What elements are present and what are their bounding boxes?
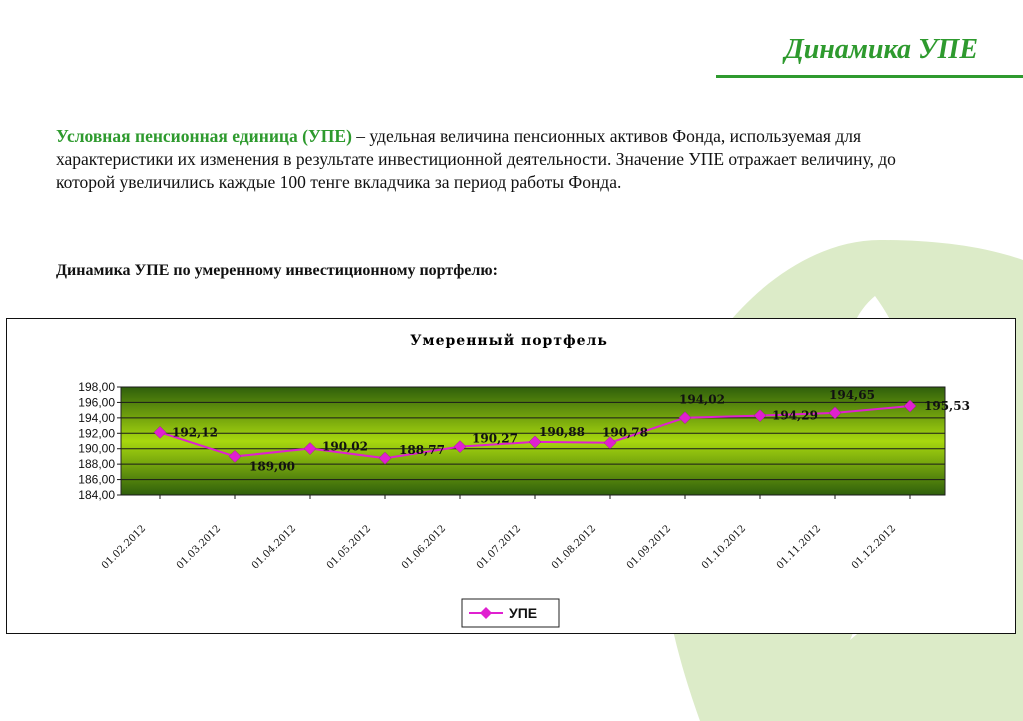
data-point [303,442,317,455]
data-label: 194,65 [829,388,875,402]
y-tick-label: 186,00 [78,473,115,487]
x-tick-label: 01.12.2012 [850,523,898,571]
data-label: 188,77 [399,443,445,457]
x-tick-label: 01.07.2012 [475,523,523,571]
data-point [453,440,467,453]
page-title: Динамика УПЕ [784,34,978,65]
y-tick-label: 188,00 [78,457,115,471]
data-point [828,406,842,420]
data-point [378,451,392,465]
x-tick-label: 01.09.2012 [625,523,673,571]
line-chart: Умеренный портфель 198,00196,00194,00192… [78,332,970,628]
x-tick-label: 01.11.2012 [775,523,823,571]
data-point [678,411,692,425]
x-tick-label: 01.08.2012 [550,523,598,571]
intro-paragraph: Условная пенсионная единица (УПЕ) – удел… [56,125,956,194]
y-tick-label: 196,00 [78,395,115,409]
legend-label: УПЕ [509,605,537,621]
data-label: 194,02 [679,393,725,407]
intro-text: – удельная величина пенсионных активов Ф… [56,126,896,192]
x-tick-label: 01.06.2012 [400,523,448,571]
x-tick-label: 01.04.2012 [250,523,298,571]
y-tick-label: 190,00 [78,442,115,456]
chart-subtitle: Динамика УПЕ по умеренному инвестиционно… [56,262,498,279]
chart-container: Умеренный портфель 198,00 196,00 194,00 192… [6,318,1016,634]
chart-title: Умеренный портфель [410,332,608,349]
title-underline [716,75,1023,78]
data-point [228,450,242,463]
data-label: 190,88 [539,425,585,439]
data-label: 190,27 [472,432,518,446]
y-tick-label: 192,00 [78,426,115,440]
x-tick-label: 01.03.2012 [175,523,223,571]
data-point [903,399,917,413]
data-label: 194,29 [772,409,818,423]
data-label: 190,78 [602,426,648,440]
legend-marker [480,607,492,619]
data-point [753,409,767,422]
data-point [528,435,542,449]
x-tick-label: 01.05.2012 [325,523,373,571]
y-tick-label: 184,00 [78,488,115,502]
data-label: 195,53 [924,399,970,413]
data-label: 192,12 [172,425,218,439]
x-tick-label: 01.10.2012 [700,523,748,571]
intro-term: Условная пенсионная единица (УПЕ) [56,126,352,146]
data-point [153,426,167,439]
data-point [603,436,617,450]
y-tick-label: 198,00 [78,380,115,394]
data-label: 189,00 [249,459,295,473]
data-label: 190,02 [322,440,368,454]
x-tick-label: 01.02.2012 [100,523,148,571]
y-tick-label: 194,00 [78,411,115,425]
